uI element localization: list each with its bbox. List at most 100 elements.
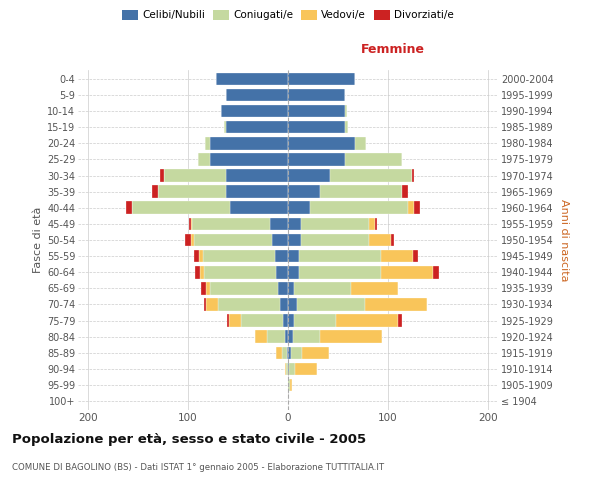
Bar [227, 314, 229, 327]
Bar [345, 105, 347, 118]
Bar [194, 250, 199, 262]
Bar [288, 362, 289, 375]
Bar [267, 330, 285, 343]
Bar [381, 250, 413, 262]
Bar [310, 202, 408, 214]
Bar [345, 121, 348, 134]
Bar [330, 170, 412, 182]
Bar [351, 282, 398, 294]
Bar [255, 330, 267, 343]
Bar [185, 234, 191, 246]
Bar [288, 218, 301, 230]
Bar [282, 346, 287, 359]
Bar [160, 170, 164, 182]
Bar [355, 137, 366, 149]
Bar [288, 186, 320, 198]
Bar [288, 266, 299, 278]
Bar [191, 218, 192, 230]
Bar [206, 282, 210, 294]
Bar [285, 362, 286, 375]
Bar [278, 282, 288, 294]
Text: Femmine: Femmine [361, 44, 425, 57]
Bar [288, 378, 290, 392]
Bar [288, 282, 294, 294]
Bar [320, 186, 402, 198]
Bar [295, 362, 317, 375]
Bar [226, 170, 288, 182]
Text: COMUNE DI BAGOLINO (BS) - Dati ISTAT 1° gennaio 2005 - Elaborazione TUTTITALIA.I: COMUNE DI BAGOLINO (BS) - Dati ISTAT 1° … [12, 462, 384, 471]
Text: Popolazione per età, sesso e stato civile - 2005: Popolazione per età, sesso e stato civil… [12, 432, 366, 446]
Bar [320, 330, 382, 343]
Bar [408, 202, 414, 214]
Bar [412, 170, 414, 182]
Bar [210, 137, 288, 149]
Bar [203, 250, 275, 262]
Bar [164, 170, 226, 182]
Bar [192, 218, 270, 230]
Bar [285, 330, 288, 343]
Bar [398, 314, 402, 327]
Y-axis label: Anni di nascita: Anni di nascita [559, 198, 569, 281]
Bar [414, 202, 420, 214]
Bar [229, 314, 241, 327]
Bar [195, 266, 200, 278]
Bar [270, 218, 288, 230]
Bar [288, 121, 345, 134]
Bar [293, 330, 320, 343]
Bar [413, 250, 418, 262]
Bar [132, 202, 230, 214]
Bar [290, 378, 292, 392]
Bar [226, 186, 288, 198]
Bar [200, 266, 204, 278]
Bar [276, 346, 282, 359]
Bar [302, 346, 329, 359]
Bar [288, 202, 310, 214]
Bar [365, 298, 427, 310]
Bar [288, 330, 293, 343]
Bar [288, 250, 299, 262]
Bar [226, 88, 288, 102]
Bar [301, 234, 369, 246]
Bar [204, 266, 276, 278]
Bar [283, 314, 288, 327]
Bar [345, 153, 402, 166]
Bar [297, 298, 365, 310]
Bar [288, 137, 355, 149]
Bar [206, 298, 218, 310]
Bar [226, 121, 288, 134]
Bar [216, 72, 288, 85]
Bar [391, 234, 394, 246]
Bar [198, 153, 210, 166]
Bar [291, 346, 302, 359]
Bar [288, 314, 294, 327]
Bar [218, 298, 280, 310]
Bar [276, 266, 288, 278]
Bar [199, 250, 203, 262]
Bar [381, 266, 433, 278]
Bar [288, 298, 297, 310]
Bar [288, 170, 330, 182]
Bar [369, 218, 375, 230]
Bar [224, 121, 226, 134]
Bar [272, 234, 288, 246]
Bar [194, 234, 272, 246]
Bar [191, 234, 194, 246]
Bar [286, 362, 288, 375]
Bar [280, 298, 288, 310]
Y-axis label: Fasce di età: Fasce di età [32, 207, 43, 273]
Bar [230, 202, 288, 214]
Bar [301, 218, 369, 230]
Bar [201, 282, 206, 294]
Bar [299, 250, 381, 262]
Bar [294, 314, 336, 327]
Bar [294, 282, 351, 294]
Bar [433, 266, 439, 278]
Bar [275, 250, 288, 262]
Bar [288, 88, 345, 102]
Bar [299, 266, 381, 278]
Bar [210, 153, 288, 166]
Bar [189, 218, 191, 230]
Bar [289, 362, 295, 375]
Bar [152, 186, 158, 198]
Bar [205, 137, 210, 149]
